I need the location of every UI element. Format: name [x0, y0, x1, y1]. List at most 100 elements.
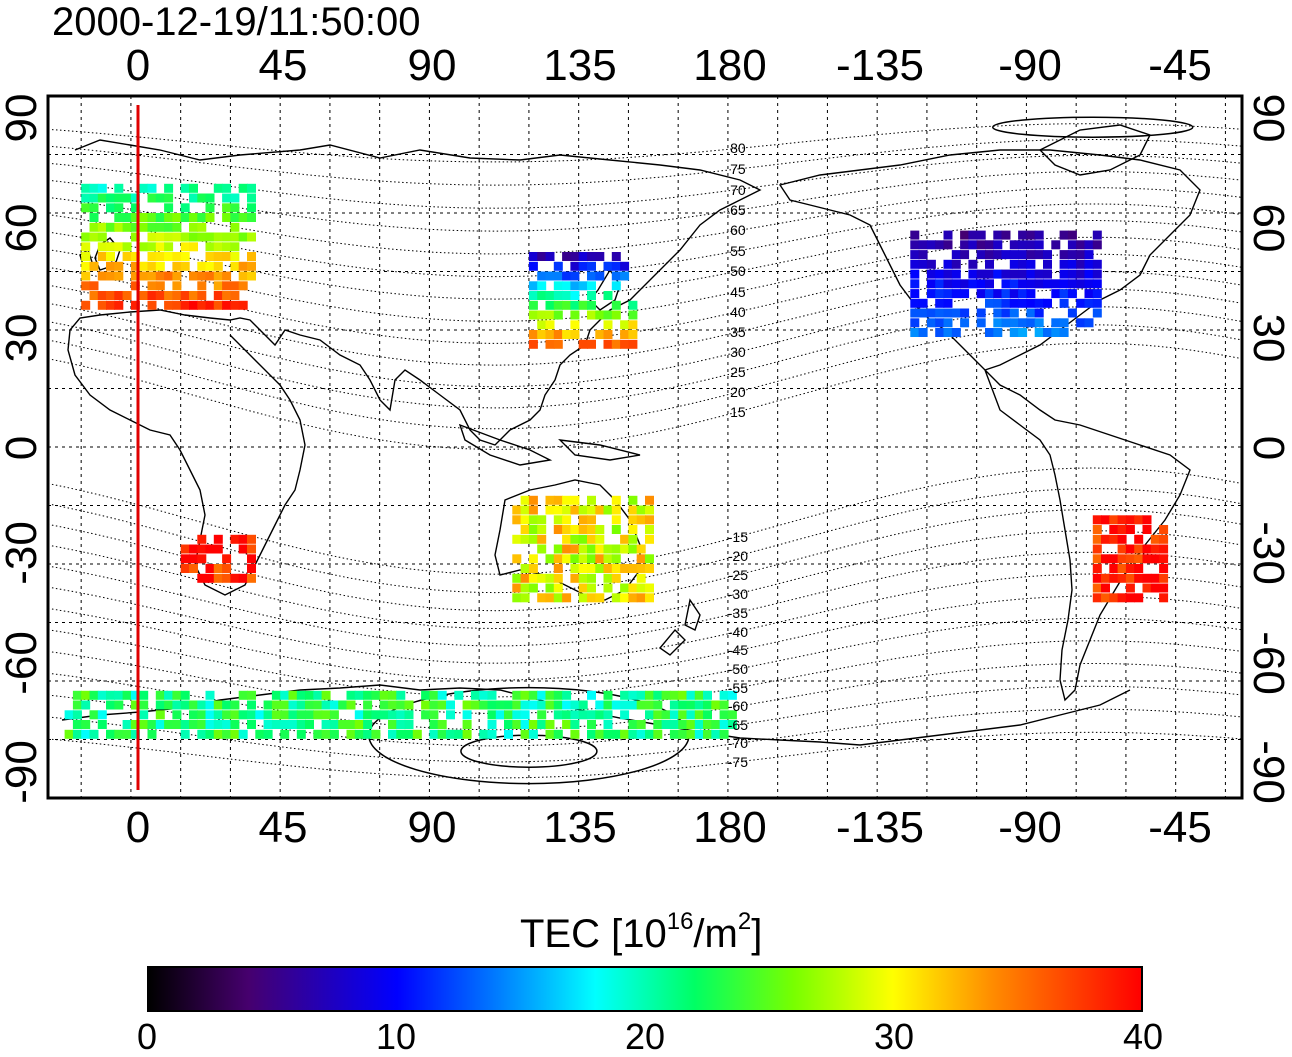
tec-cell	[603, 310, 613, 320]
tec-cell	[985, 259, 994, 269]
tec-cell	[147, 300, 157, 310]
tec-cell	[686, 729, 696, 739]
tec-cell	[172, 213, 182, 222]
tec-cell	[1092, 269, 1102, 279]
tec-cell	[636, 593, 646, 603]
tec-cell	[1026, 298, 1036, 308]
tec-cell	[918, 250, 928, 260]
tec-cell	[553, 330, 563, 339]
tec-cell	[81, 203, 91, 213]
tec-cell	[603, 339, 613, 349]
tec-cell	[545, 593, 555, 603]
tec-cell	[926, 269, 936, 279]
tec-cell	[694, 700, 704, 710]
tec-cell	[189, 291, 198, 300]
tec-cell	[1134, 573, 1144, 583]
tec-cell	[537, 281, 547, 291]
tec-cell	[97, 242, 107, 252]
tec-cell	[155, 213, 165, 222]
tec-cell	[338, 720, 348, 729]
tec-cell	[222, 573, 232, 583]
tec-cell	[1101, 554, 1110, 564]
tec-cell	[1026, 308, 1036, 318]
tec-cell	[578, 583, 588, 593]
tec-cell	[1067, 269, 1077, 279]
tec-cell	[222, 271, 232, 281]
tec-cell	[238, 534, 248, 544]
tec-cell	[346, 729, 356, 739]
tec-cell	[528, 495, 538, 505]
tec-cell	[329, 700, 339, 710]
tec-cell	[263, 729, 273, 739]
tec-cell	[213, 271, 223, 281]
contour-label: -20	[727, 547, 748, 564]
tec-cell	[603, 564, 613, 573]
tec-cell	[139, 242, 149, 252]
tec-cell	[180, 232, 190, 242]
tec-cell	[197, 554, 207, 564]
tec-cell	[1092, 279, 1102, 289]
tec-cell	[1067, 308, 1077, 318]
tec-cell	[1076, 318, 1086, 328]
tec-cell	[1125, 564, 1135, 573]
tec-cell	[694, 729, 704, 739]
tec-cell	[603, 261, 613, 271]
tec-cell	[172, 710, 182, 720]
bottom-lon-tick: -45	[1148, 803, 1212, 852]
tec-cell	[1076, 269, 1086, 279]
tec-cell	[238, 271, 248, 281]
tec-cell	[960, 250, 970, 260]
tec-cell	[553, 690, 563, 700]
tec-cell	[520, 525, 530, 534]
tec-cell	[180, 242, 190, 252]
tec-cell	[437, 729, 447, 739]
tec-cell	[164, 213, 174, 222]
contour-label: -35	[727, 604, 748, 621]
tec-cell	[1043, 298, 1052, 308]
tec-cell	[570, 554, 580, 564]
tec-cell	[97, 690, 107, 700]
tec-cell	[288, 710, 298, 720]
tec-cell	[562, 700, 572, 710]
tec-cell	[487, 720, 497, 729]
tec-cell	[504, 720, 513, 729]
tec-cell	[669, 700, 679, 710]
tec-cell	[587, 564, 596, 573]
tec-cell	[205, 573, 215, 583]
tec-cell	[164, 291, 174, 300]
tec-cell	[180, 213, 190, 222]
tec-cell	[578, 554, 588, 564]
tec-cell	[727, 690, 737, 700]
tec-cell	[205, 261, 215, 271]
tec-cell	[1134, 515, 1144, 525]
tec-cell	[97, 183, 107, 193]
tec-cell	[81, 281, 91, 291]
top-lon-tick: 0	[125, 41, 151, 90]
tec-cell	[686, 700, 696, 710]
tec-cell	[528, 281, 538, 291]
tec-cell	[620, 534, 630, 544]
tec-cell	[72, 729, 82, 739]
tec-cell	[943, 230, 953, 240]
tec-cell	[578, 710, 588, 720]
tec-cell	[205, 700, 215, 710]
tec-cell	[1117, 554, 1127, 564]
tec-cell	[205, 203, 215, 213]
tec-cell	[396, 720, 406, 729]
tec-cell	[1026, 230, 1036, 240]
tec-cell	[587, 525, 596, 534]
contour-label: 60	[730, 222, 746, 239]
tec-cell	[1142, 525, 1152, 534]
tec-cell	[578, 534, 588, 544]
tec-cell	[106, 222, 115, 232]
tec-cell	[479, 700, 489, 710]
tec-cell	[155, 271, 165, 281]
right-lat-tick: 0	[1244, 435, 1292, 461]
tec-cell	[139, 720, 149, 729]
tec-cell	[89, 729, 99, 739]
tec-cell	[562, 291, 572, 300]
tec-cell	[1059, 289, 1069, 299]
colorbar-tick: 10	[375, 1016, 417, 1057]
tec-cell	[985, 240, 994, 250]
